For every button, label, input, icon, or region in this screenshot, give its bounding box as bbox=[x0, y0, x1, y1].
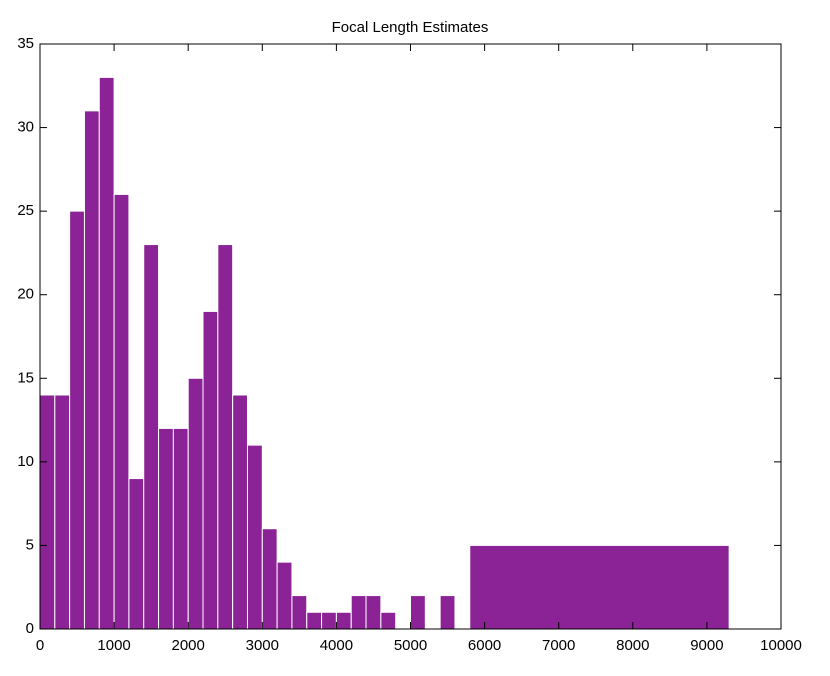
y-tick-label: 5 bbox=[26, 536, 34, 553]
bar bbox=[261, 528, 278, 630]
bar bbox=[350, 595, 367, 630]
y-tick-label: 20 bbox=[17, 286, 34, 303]
bar bbox=[158, 427, 174, 630]
x-tick-label: 3000 bbox=[246, 637, 279, 654]
bar bbox=[276, 561, 293, 630]
bar bbox=[380, 611, 397, 630]
bar bbox=[306, 611, 323, 630]
y-tick-label: 30 bbox=[17, 119, 34, 136]
chart-title: Focal Length Estimates bbox=[332, 19, 489, 36]
bar bbox=[232, 394, 248, 630]
bar bbox=[113, 193, 130, 630]
bar bbox=[69, 210, 85, 630]
bar bbox=[365, 595, 382, 630]
bar bbox=[98, 76, 115, 630]
x-tick-label: 7000 bbox=[542, 637, 575, 654]
bar bbox=[217, 244, 234, 630]
bar bbox=[321, 611, 337, 630]
bar bbox=[439, 595, 456, 630]
bar bbox=[202, 310, 219, 630]
x-tick-label: 0 bbox=[36, 637, 44, 654]
x-tick-label: 4000 bbox=[320, 637, 353, 654]
bar bbox=[291, 595, 308, 630]
bar bbox=[246, 444, 263, 630]
y-tick-label: 35 bbox=[17, 35, 34, 52]
x-tick-label: 10000 bbox=[760, 637, 802, 654]
x-tick-label: 6000 bbox=[468, 637, 501, 654]
bar bbox=[335, 611, 352, 630]
bar bbox=[54, 394, 71, 630]
y-tick-label: 10 bbox=[17, 453, 34, 470]
bar bbox=[172, 427, 189, 630]
y-tick-label: 15 bbox=[17, 369, 34, 386]
y-tick-label: 0 bbox=[26, 620, 34, 637]
y-tick-label: 25 bbox=[17, 202, 34, 219]
bar bbox=[469, 544, 730, 630]
bar bbox=[143, 244, 160, 630]
x-tick-label: 8000 bbox=[616, 637, 649, 654]
x-tick-label: 1000 bbox=[97, 637, 130, 654]
bar bbox=[187, 377, 204, 630]
bar bbox=[410, 595, 426, 630]
bar bbox=[128, 478, 145, 630]
x-tick-label: 5000 bbox=[394, 637, 427, 654]
x-tick-label: 2000 bbox=[172, 637, 205, 654]
bar bbox=[39, 394, 56, 630]
bar bbox=[83, 110, 100, 630]
x-tick-label: 9000 bbox=[690, 637, 723, 654]
